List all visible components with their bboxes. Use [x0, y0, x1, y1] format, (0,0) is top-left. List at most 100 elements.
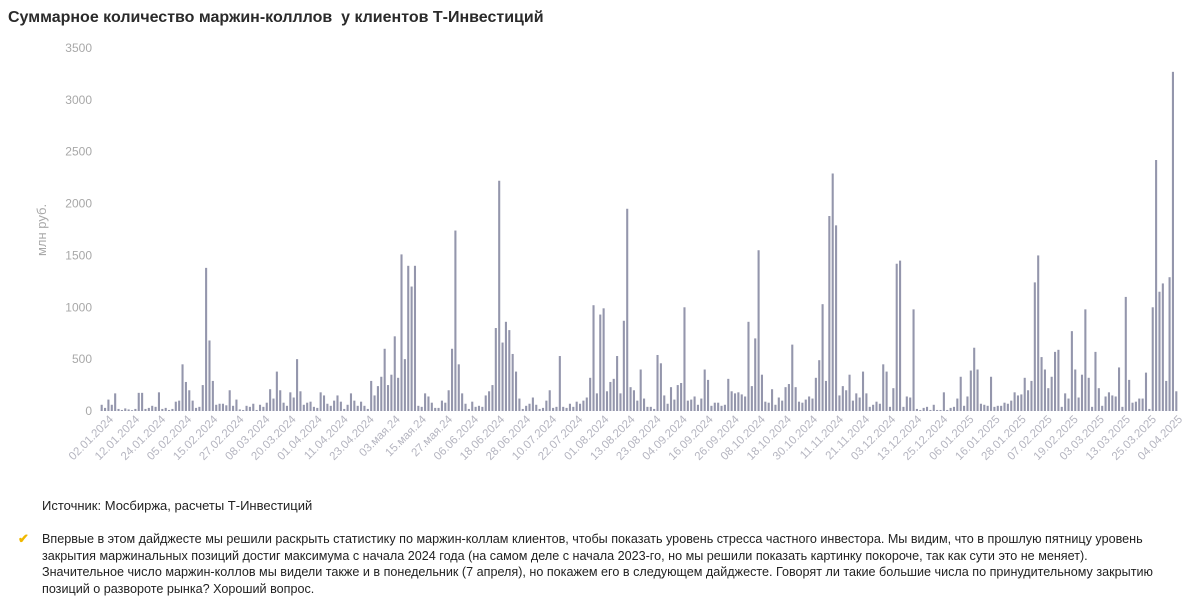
bar	[168, 409, 171, 411]
bar	[784, 387, 787, 411]
bar	[626, 208, 629, 411]
bar	[407, 265, 410, 411]
bar	[356, 405, 359, 411]
bar	[737, 392, 740, 411]
bar	[895, 263, 898, 411]
bar	[760, 374, 764, 411]
bar	[467, 408, 470, 411]
bar	[319, 392, 322, 411]
bar	[744, 396, 747, 411]
bar	[882, 364, 885, 411]
bar	[646, 406, 649, 411]
bar	[555, 406, 558, 411]
bar	[232, 405, 235, 411]
bar	[285, 405, 289, 411]
bar	[979, 403, 982, 411]
bar	[801, 402, 804, 411]
bar	[649, 406, 652, 411]
bar	[548, 390, 551, 411]
bar	[636, 400, 639, 411]
bar	[794, 387, 797, 411]
bar	[366, 408, 369, 411]
bar	[339, 401, 342, 411]
bar	[592, 305, 595, 411]
bar	[124, 408, 127, 411]
bar	[208, 340, 211, 411]
bar	[525, 405, 528, 411]
bar	[946, 409, 949, 411]
bar	[865, 393, 868, 411]
bar	[1050, 376, 1053, 411]
bar	[723, 404, 726, 411]
bar	[157, 392, 160, 411]
bar	[835, 225, 838, 411]
bar	[1070, 331, 1073, 411]
bar	[424, 393, 427, 411]
bar	[1171, 71, 1174, 411]
bar	[363, 405, 366, 411]
bar	[373, 395, 376, 411]
y-tick-label: 3000	[65, 93, 92, 107]
bar	[747, 321, 750, 411]
bar	[989, 376, 993, 411]
bar	[572, 406, 575, 411]
bar	[552, 407, 555, 411]
bar	[774, 404, 777, 411]
bar	[1030, 380, 1033, 411]
bar	[299, 391, 302, 411]
bar	[1141, 398, 1144, 411]
bar	[666, 403, 669, 411]
bar	[400, 254, 403, 411]
bar	[444, 402, 447, 411]
bar	[818, 360, 821, 411]
bar	[1138, 398, 1141, 411]
bar	[329, 405, 332, 411]
bar	[861, 371, 865, 411]
y-tick-label: 2000	[65, 197, 92, 211]
bar	[1114, 396, 1117, 411]
bar	[393, 336, 396, 411]
bar	[885, 371, 888, 411]
bar	[919, 409, 922, 411]
bar	[235, 399, 238, 411]
bar	[582, 400, 585, 411]
bar	[410, 286, 413, 411]
bar	[828, 216, 831, 411]
bar	[174, 401, 177, 411]
bar	[137, 392, 140, 411]
bar	[228, 390, 231, 411]
bar	[454, 230, 457, 411]
bar	[602, 308, 605, 411]
bar	[875, 401, 878, 411]
bar	[333, 400, 336, 411]
bar	[194, 407, 198, 411]
bar	[811, 398, 814, 411]
bar	[767, 402, 770, 411]
bar	[663, 395, 666, 411]
bar	[528, 403, 531, 411]
bar	[1006, 403, 1009, 411]
bar	[504, 321, 507, 411]
bar	[1131, 402, 1134, 411]
bar	[686, 400, 689, 411]
bar	[821, 304, 824, 411]
bar	[1165, 380, 1168, 411]
bar	[558, 356, 561, 411]
bar	[403, 359, 406, 411]
bar	[494, 328, 497, 411]
bar	[912, 309, 915, 411]
bar	[892, 388, 895, 411]
bar	[238, 409, 241, 411]
bar	[824, 380, 828, 411]
bar	[996, 405, 999, 411]
bar	[720, 405, 723, 411]
bar	[1175, 391, 1178, 411]
bar	[851, 400, 854, 411]
bar	[292, 397, 295, 411]
bar	[915, 408, 918, 411]
bar	[370, 380, 373, 411]
bar	[905, 396, 908, 411]
bar	[245, 405, 248, 411]
bar	[491, 385, 494, 411]
bar	[1111, 395, 1114, 411]
